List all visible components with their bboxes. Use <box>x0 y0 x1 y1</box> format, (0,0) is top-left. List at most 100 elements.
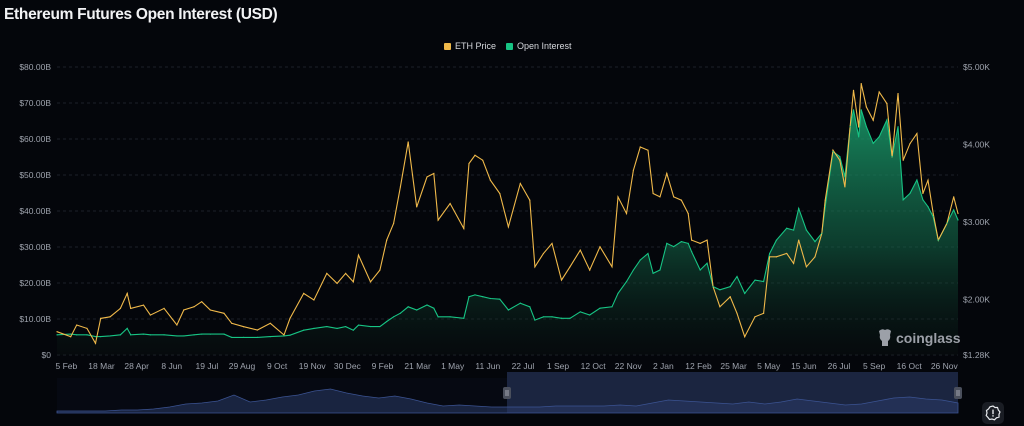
eth-price-point <box>832 149 834 151</box>
eth-price-point <box>534 266 536 268</box>
open-interest-point <box>687 242 689 244</box>
open-interest-point <box>94 336 97 338</box>
eth-price-point <box>482 159 484 161</box>
open-interest-point <box>379 325 381 328</box>
eth-price-point <box>94 342 97 344</box>
settings-button[interactable] <box>982 402 1004 424</box>
open-interest-point <box>542 316 545 318</box>
left-axis: $0 $10.00B $20.00B $30.00B $40.00B $50.00B $60… <box>19 62 51 360</box>
open-interest-point <box>839 156 841 158</box>
range-navigator[interactable] <box>56 372 962 414</box>
eth-price-point <box>86 327 88 329</box>
open-interest-point <box>860 109 862 111</box>
eth-price-point <box>326 272 328 274</box>
eth-price-point <box>560 279 563 281</box>
x-axis-tick-label: 19 Nov <box>299 361 327 371</box>
open-interest-point <box>814 241 816 243</box>
x-axis-tick-label: 12 Oct <box>581 361 607 371</box>
open-interest-point <box>768 252 771 255</box>
open-interest-point <box>109 335 111 337</box>
open-interest-point <box>891 156 893 158</box>
left-axis-tick-label: $10.00B <box>19 314 51 324</box>
eth-price-point <box>953 196 955 198</box>
eth-price-point <box>119 307 121 309</box>
open-interest-point <box>283 335 285 337</box>
open-interest-point <box>426 304 428 306</box>
open-interest-point <box>569 317 571 319</box>
eth-price-point <box>625 212 628 215</box>
eth-price-point <box>932 212 934 215</box>
eth-price-point <box>176 324 178 326</box>
open-interest-point <box>680 241 682 243</box>
eth-price-point <box>336 282 338 284</box>
eth-price-point <box>805 266 808 268</box>
open-interest-point <box>878 136 880 138</box>
open-interest-point <box>712 286 714 288</box>
navigator-right-handle[interactable] <box>954 387 962 399</box>
eth-price-point <box>193 306 195 308</box>
open-interest-point <box>659 269 661 271</box>
open-interest-point <box>632 269 635 271</box>
eth-price-point <box>433 172 435 175</box>
open-interest-point <box>243 336 245 338</box>
x-axis-tick-label: 1 May <box>441 361 465 371</box>
open-interest-point <box>953 209 955 211</box>
open-interest-point <box>336 327 338 329</box>
open-interest-point <box>937 239 939 241</box>
legend-item-eth-price[interactable]: ETH Price <box>444 41 496 51</box>
navigator-left-handle[interactable] <box>503 387 511 399</box>
eth-price-point <box>416 206 418 208</box>
x-axis-tick-label: 12 Feb <box>685 361 712 371</box>
eth-price-point <box>126 292 128 294</box>
eth-price-point <box>283 334 285 336</box>
navigator-series-area <box>56 388 959 414</box>
x-axis-tick-label: 19 Jul <box>196 361 219 371</box>
open-interest-point <box>507 309 509 311</box>
x-axis-tick-label: 2 Jan <box>653 361 674 371</box>
eth-price-point <box>872 119 874 121</box>
eth-price-point <box>786 252 788 255</box>
x-axis-tick-label: 9 Oct <box>267 361 288 371</box>
open-interest-point <box>706 262 708 264</box>
eth-price-point <box>223 312 225 314</box>
eth-price-point <box>489 179 491 181</box>
open-interest-point <box>775 239 778 241</box>
eth-price-point <box>201 301 203 303</box>
eth-price-point <box>814 256 816 258</box>
open-interest-point <box>149 334 151 336</box>
eth-price-point <box>824 199 826 201</box>
eth-price-point <box>243 326 245 328</box>
x-axis-tick-label: 21 Mar <box>404 361 431 371</box>
legend-item-open-interest[interactable]: Open Interest <box>506 41 572 51</box>
eth-price-point <box>858 126 860 128</box>
open-interest-point <box>798 207 800 210</box>
open-interest-point <box>130 334 132 336</box>
open-interest-point <box>223 333 225 335</box>
eth-price-point <box>426 176 428 178</box>
eth-price-point <box>957 212 959 215</box>
eth-price-point <box>768 256 771 258</box>
eth-price-point <box>691 239 693 241</box>
eth-price-point <box>463 227 465 230</box>
open-interest-point <box>946 222 948 224</box>
eth-price-point <box>313 299 315 301</box>
eth-price-point <box>109 316 111 318</box>
open-interest-point <box>916 179 918 181</box>
open-interest-point <box>100 336 102 338</box>
x-axis-tick-label: 1 Sep <box>547 361 569 371</box>
x-axis-tick-label: 16 Oct <box>897 361 923 371</box>
eth-price-point <box>507 226 509 228</box>
open-interest-point <box>902 199 904 201</box>
eth-price-point <box>639 146 641 148</box>
eth-price-point <box>392 222 395 225</box>
open-interest-point <box>792 229 795 231</box>
eth-price-point <box>142 304 145 306</box>
open-interest-point <box>519 302 521 304</box>
open-interest-point <box>551 316 553 318</box>
eth-price-point <box>902 159 904 161</box>
eth-price-point <box>369 281 372 283</box>
eth-price-point <box>407 141 409 143</box>
open-interest-point <box>599 307 601 309</box>
legend-label-eth-price: ETH Price <box>455 41 497 51</box>
